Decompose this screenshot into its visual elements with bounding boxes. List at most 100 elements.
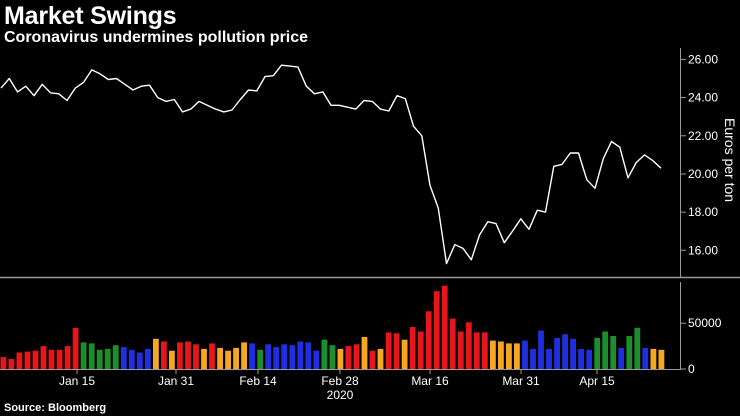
volume-bar	[610, 336, 617, 369]
date-tick-label: Jan 31	[158, 374, 194, 388]
date-tick-label: Apr 15	[579, 374, 615, 388]
volume-bar	[8, 358, 15, 369]
volume-bar	[161, 341, 167, 369]
volume-bar	[0, 357, 7, 369]
volume-bar	[193, 344, 199, 369]
volume-bar	[594, 337, 601, 369]
price-tick-label: 26.00	[688, 52, 718, 66]
price-tick-label: 24.00	[688, 91, 718, 105]
volume-bar	[570, 338, 576, 369]
volume-bar	[345, 346, 352, 369]
volume-bar	[634, 327, 641, 369]
volume-bar	[273, 347, 280, 369]
volume-bar	[289, 345, 296, 369]
volume-chart	[0, 285, 665, 369]
date-axis: Jan 15 Jan 31 Feb 14 Feb 28 Mar 16 Mar 31 Apr …	[0, 369, 681, 402]
volume-bar	[498, 341, 504, 369]
volume-bar	[281, 344, 288, 369]
price-axis: 26.00 24.00 22.00 20.00 18.00 16.00	[680, 48, 718, 277]
y-axis-label: Euros per ton	[722, 118, 738, 203]
volume-bar	[24, 351, 31, 369]
volume-bar	[473, 332, 480, 369]
volume-bar	[401, 339, 408, 369]
volume-bar	[522, 340, 528, 369]
volume-bar	[586, 349, 593, 369]
volume-bar	[602, 331, 609, 369]
date-tick-label: Feb 28	[321, 374, 359, 388]
volume-bar	[530, 348, 536, 369]
volume-bar	[241, 342, 247, 369]
volume-bar	[16, 352, 23, 369]
volume-bar	[361, 336, 368, 369]
volume-bar	[185, 341, 191, 369]
volume-bar	[217, 347, 223, 369]
price-tick-label: 20.00	[688, 167, 718, 181]
volume-bar	[265, 344, 272, 369]
volume-bar	[626, 336, 633, 369]
date-tick-label: Feb 14	[239, 374, 277, 388]
volume-bar	[546, 348, 552, 369]
date-tick-label: Mar 31	[502, 374, 540, 388]
volume-axis: 50000 0	[680, 282, 722, 376]
volume-bar	[48, 349, 55, 369]
volume-bar	[642, 347, 649, 369]
volume-bar	[40, 346, 47, 369]
price-series-line	[0, 64, 662, 265]
volume-bar	[96, 349, 103, 369]
price-chart	[0, 64, 662, 265]
volume-bar	[481, 332, 488, 369]
volume-bar	[433, 291, 440, 369]
volume-bar	[449, 318, 456, 369]
date-tick-label: Jan 15	[59, 374, 95, 388]
chart-title: Market Swings	[4, 2, 177, 30]
volume-bar	[554, 337, 560, 369]
volume-bar	[144, 348, 151, 369]
volume-bar	[32, 350, 39, 369]
volume-bar	[249, 343, 255, 369]
volume-bar	[618, 347, 625, 369]
volume-bar	[225, 350, 231, 369]
volume-bar	[650, 348, 657, 369]
volume-bar	[153, 338, 159, 369]
volume-bar	[177, 342, 183, 369]
volume-bar	[329, 345, 336, 369]
volume-bar	[313, 350, 320, 369]
volume-bar	[128, 349, 135, 369]
volume-bar	[353, 344, 360, 369]
volume-bar	[490, 340, 496, 369]
volume-bar	[465, 322, 472, 369]
volume-bar	[337, 348, 344, 369]
volume-bar	[377, 348, 384, 369]
volume-bar	[64, 346, 71, 369]
volume-bar	[441, 285, 448, 369]
year-label: 2020	[327, 388, 354, 402]
volume-bar	[385, 332, 392, 369]
volume-bar	[88, 343, 95, 369]
volume-bar	[425, 311, 432, 369]
volume-bar	[72, 327, 79, 369]
volume-bar	[257, 349, 264, 369]
volume-bar	[112, 345, 119, 369]
volume-bar	[369, 350, 376, 369]
date-tick-label: Mar 16	[411, 374, 449, 388]
volume-bar	[514, 343, 520, 369]
price-tick-label: 16.00	[688, 243, 718, 257]
volume-tick-label: 0	[688, 362, 695, 376]
volume-bar	[201, 348, 207, 369]
volume-bar	[209, 343, 215, 369]
volume-bar	[393, 333, 400, 369]
volume-bar	[120, 347, 127, 369]
volume-bar	[457, 331, 464, 369]
source-note: Source: Bloomberg	[4, 402, 107, 414]
chart-subtitle: Coronavirus undermines pollution price	[4, 29, 309, 46]
volume-bar	[136, 352, 143, 369]
volume-bar	[80, 342, 87, 369]
volume-bar	[305, 342, 312, 369]
volume-bar	[297, 341, 304, 369]
price-tick-label: 22.00	[688, 129, 718, 143]
volume-bar	[409, 326, 416, 369]
volume-bar	[104, 348, 111, 369]
volume-bar	[233, 347, 239, 369]
volume-bar	[538, 330, 544, 369]
